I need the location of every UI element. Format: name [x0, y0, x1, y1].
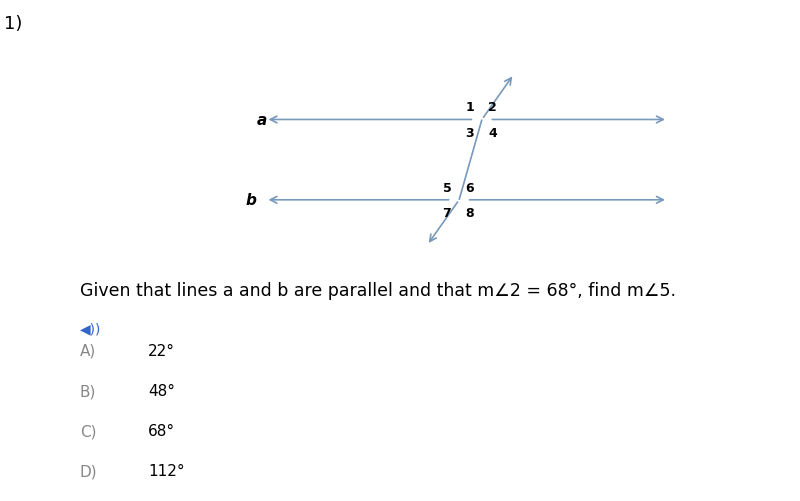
Text: 3: 3	[466, 126, 474, 139]
Text: ◀)): ◀))	[80, 321, 101, 335]
Text: 5: 5	[442, 181, 451, 194]
Text: 7: 7	[442, 206, 451, 219]
Text: 1): 1)	[4, 15, 22, 33]
Text: B): B)	[80, 383, 96, 398]
Text: a: a	[257, 113, 267, 128]
Text: 68°: 68°	[148, 423, 175, 438]
Text: D): D)	[80, 463, 98, 478]
Text: b: b	[246, 193, 257, 208]
Text: C): C)	[80, 423, 96, 438]
Text: 22°: 22°	[148, 343, 175, 358]
Text: 1: 1	[466, 101, 474, 114]
Text: 4: 4	[488, 126, 497, 139]
Text: 2: 2	[488, 101, 497, 114]
Text: Given that lines a and b are parallel and that m∠2 = 68°, find m∠5.: Given that lines a and b are parallel an…	[80, 282, 676, 300]
Text: 6: 6	[466, 181, 474, 194]
Text: A): A)	[80, 343, 96, 358]
Text: 8: 8	[466, 206, 474, 219]
Text: 112°: 112°	[148, 463, 185, 478]
Text: 48°: 48°	[148, 383, 175, 398]
